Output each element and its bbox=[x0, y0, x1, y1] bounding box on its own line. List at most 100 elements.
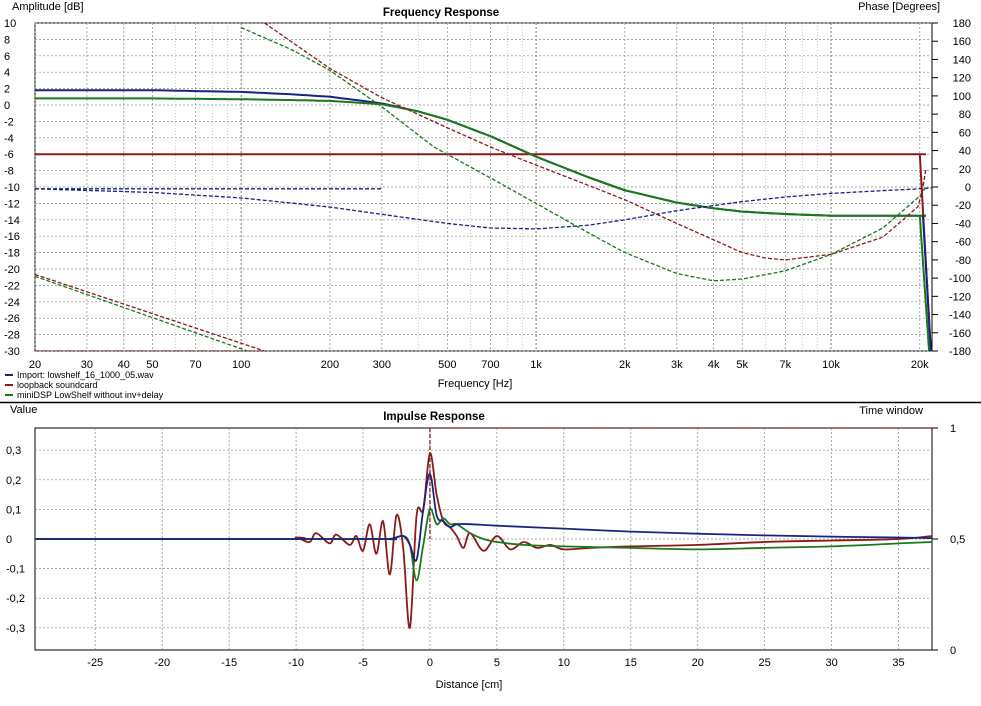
fr-x-tick-label: 1k bbox=[530, 359, 542, 371]
fr-y-tick-label: 0 bbox=[4, 100, 10, 112]
fr-y-tick-label: -28 bbox=[4, 330, 20, 342]
fr-y2-tick-label: -20 bbox=[955, 200, 971, 212]
ir-ylabel: Value bbox=[10, 404, 37, 416]
ir-x-tick-label: 30 bbox=[825, 657, 837, 669]
fr-y2-tick-label: -40 bbox=[955, 218, 971, 230]
fr-y-tick-label: 4 bbox=[4, 67, 10, 79]
fr-y-tick-label: -22 bbox=[4, 280, 20, 292]
fr-x-tick-label: 30 bbox=[81, 359, 93, 371]
fr-x-tick-label: 7k bbox=[780, 359, 792, 371]
legend-label-loopback: loopback soundcard bbox=[17, 380, 98, 390]
fr-x-tick-label: 700 bbox=[481, 359, 499, 371]
ir-x-tick-label: 25 bbox=[759, 657, 771, 669]
fr-y-tick-label: -10 bbox=[4, 182, 20, 194]
ir-x-tick-label: -10 bbox=[288, 657, 304, 669]
fr-y2-tick-label: -140 bbox=[949, 310, 971, 322]
fr-y2-tick-label: 60 bbox=[959, 127, 971, 139]
fr-y-tick-label: -18 bbox=[4, 248, 20, 260]
fr-y-tick-label: 10 bbox=[4, 18, 16, 30]
fr-y-tick-label: 2 bbox=[4, 84, 10, 96]
ir-y-tick-label: 0 bbox=[6, 534, 12, 546]
fr-y2-tick-label: 180 bbox=[953, 18, 971, 30]
fr-y2-tick-label: -180 bbox=[949, 346, 971, 358]
ir-x-tick-label: 5 bbox=[494, 657, 500, 669]
ir-x-tick-label: -20 bbox=[154, 657, 170, 669]
ir-x-tick-label: 0 bbox=[427, 657, 433, 669]
fr-x-tick-label: 50 bbox=[146, 359, 158, 371]
fr-y2-tick-label: 140 bbox=[953, 54, 971, 66]
fr-xlabel: Frequency [Hz] bbox=[438, 378, 513, 390]
ir-y2-tick-label: 0,5 bbox=[950, 534, 965, 546]
ir-x-tick-label: 20 bbox=[692, 657, 704, 669]
fr-y2-tick-label: -100 bbox=[949, 273, 971, 285]
fr-y-tick-label: -2 bbox=[4, 116, 14, 128]
impulse-response-plot: -25 -20 -15 -10 -5 0 5 10 15 20 25 30 350,30,20,10-0… bbox=[6, 423, 965, 669]
ir-y2-tick-label: 0 bbox=[950, 645, 956, 657]
fr-x-tick-label: 4k bbox=[708, 359, 720, 371]
fr-y-tick-label: -30 bbox=[4, 346, 20, 358]
fr-y2-tick-label: -120 bbox=[949, 291, 971, 303]
fr-series-group bbox=[35, 23, 932, 351]
fr-y-tick-label: -12 bbox=[4, 198, 20, 210]
ir-x-tick-label: 15 bbox=[625, 657, 637, 669]
legend-label-minidsp: miniDSP LowShelf without inv+delay bbox=[17, 390, 164, 400]
fr-x-tick-label: 2k bbox=[619, 359, 631, 371]
fr-title: Frequency Response bbox=[383, 7, 499, 19]
ir-y-tick-label: -0,2 bbox=[6, 593, 25, 605]
ir-x-tick-label: -25 bbox=[87, 657, 103, 669]
fr-ylabel: Amplitude [dB] bbox=[12, 1, 84, 13]
fr-y-tick-label: -26 bbox=[4, 313, 20, 325]
fr-phase-wrap-loopback bbox=[35, 273, 265, 351]
fr-y2-tick-label: 40 bbox=[959, 146, 971, 158]
fr-y2-tick-label: 0 bbox=[965, 182, 971, 194]
fr-x-tick-label: 70 bbox=[189, 359, 201, 371]
ir-y-tick-label: 0,3 bbox=[6, 445, 21, 457]
fr-rolloff-line-1 bbox=[918, 215, 931, 351]
fr-series-line-3 bbox=[35, 187, 932, 230]
fr-y2-tick-label: -160 bbox=[949, 328, 971, 340]
fr-series-line-2 bbox=[35, 97, 926, 217]
fr-x-tick-label: 100 bbox=[232, 359, 250, 371]
fr-y-tick-label: -24 bbox=[4, 297, 20, 309]
ir-y-tick-label: 0,2 bbox=[6, 475, 21, 487]
fr-x-tick-label: 10k bbox=[822, 359, 840, 371]
legend-label-import: Import: lowshelf_16_1000_05.wav bbox=[17, 370, 154, 380]
fr-y-tick-label: -8 bbox=[4, 166, 14, 178]
fr-legend: Import: lowshelf_16_1000_05.wav loopback… bbox=[5, 370, 164, 400]
fr-y-tick-label: -14 bbox=[4, 215, 20, 227]
ir-y2label: Time window bbox=[859, 405, 923, 417]
ir-y2-tick-label: 1 bbox=[950, 423, 956, 435]
fr-y2-tick-label: 100 bbox=[953, 91, 971, 103]
fr-series-line-7 bbox=[240, 27, 927, 282]
fr-x-tick-label: 40 bbox=[118, 359, 130, 371]
fr-y-tick-label: -4 bbox=[4, 133, 14, 145]
fr-x-tick-label: 3k bbox=[671, 359, 683, 371]
ir-y-tick-label: 0,1 bbox=[6, 504, 21, 516]
ir-title: Impulse Response bbox=[383, 411, 485, 423]
ir-y-tick-label: -0,1 bbox=[6, 564, 25, 576]
fr-x-tick-label: 500 bbox=[438, 359, 456, 371]
fr-x-tick-label: 20 bbox=[29, 359, 41, 371]
ir-x-tick-label: 35 bbox=[892, 657, 904, 669]
ir-x-tick-label: -15 bbox=[221, 657, 237, 669]
fr-y-tick-label: 6 bbox=[4, 51, 10, 63]
fr-y2label: Phase [Degrees] bbox=[858, 1, 940, 13]
frequency-response-plot: 20 30 40 50 70 100 200 300 500 700 1k 2k 3k 4k 5k 7k 10k… bbox=[4, 18, 971, 371]
fr-x-tick-label: 5k bbox=[736, 359, 748, 371]
fr-rolloff-line-2 bbox=[921, 215, 932, 351]
fr-series-line-6 bbox=[264, 23, 927, 261]
fr-y-tick-label: -6 bbox=[4, 149, 14, 161]
fr-x-tick-label: 200 bbox=[321, 359, 339, 371]
ir-x-tick-label: -5 bbox=[358, 657, 368, 669]
fr-phase-wrap-minidsp bbox=[35, 275, 248, 351]
fr-y2-tick-label: 20 bbox=[959, 164, 971, 176]
fr-y-tick-label: -20 bbox=[4, 264, 20, 276]
fr-y2-tick-label: 160 bbox=[953, 36, 971, 48]
fr-y-tick-label: -16 bbox=[4, 231, 20, 243]
fr-y-tick-label: 8 bbox=[4, 34, 10, 46]
ir-series-group bbox=[35, 427, 932, 629]
fr-y2-tick-label: -60 bbox=[955, 237, 971, 249]
ir-y-tick-label: -0,3 bbox=[6, 623, 25, 635]
